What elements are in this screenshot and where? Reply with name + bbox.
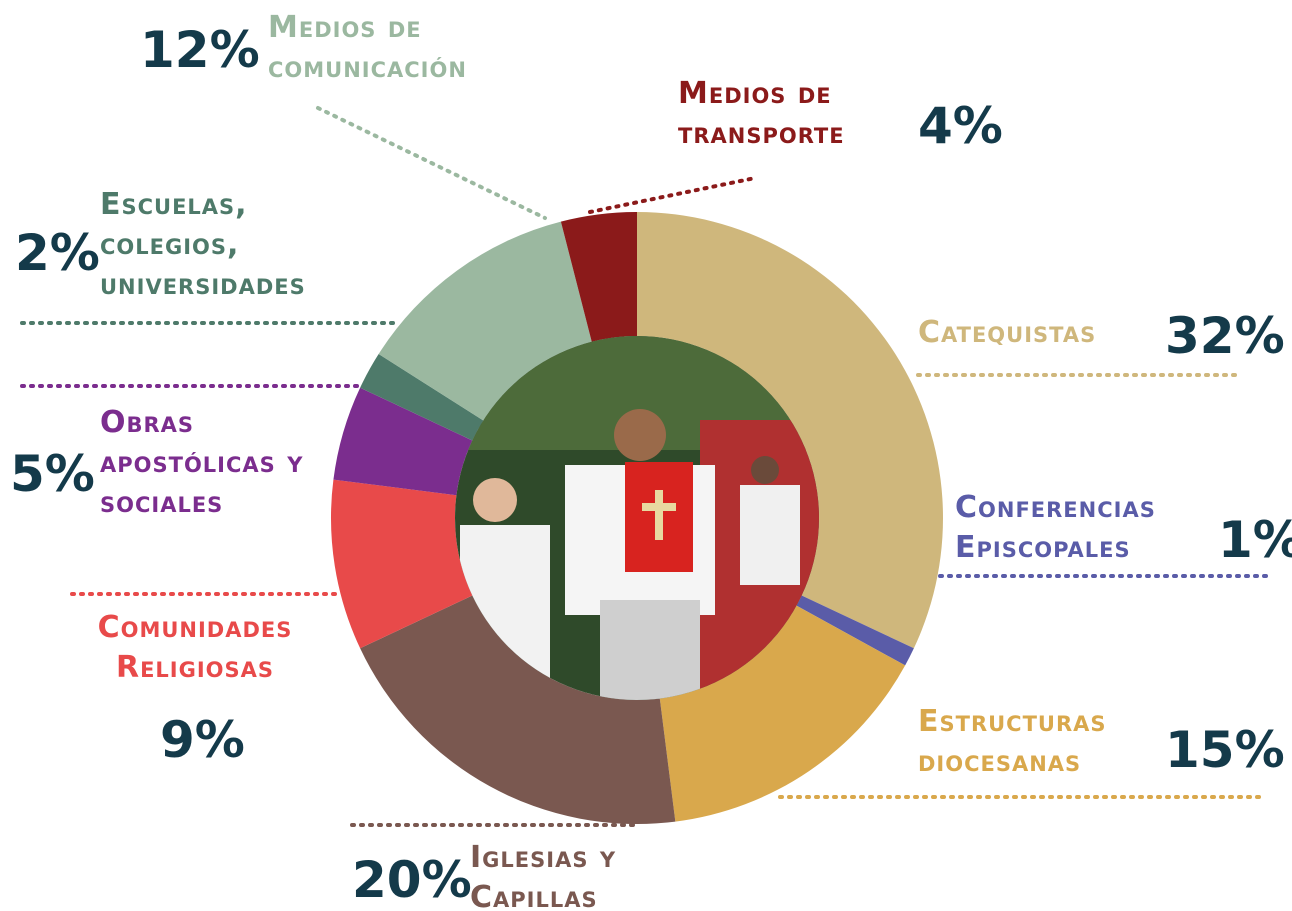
value-label: 9% [160, 711, 245, 769]
value-label: 15% [1165, 721, 1285, 779]
value-label: 32% [1165, 307, 1285, 365]
donut-slice [659, 605, 906, 822]
donut-slice [637, 212, 943, 649]
slice-label: Catequistas [918, 315, 1097, 350]
donut-slice [378, 221, 592, 421]
donut-slice [360, 354, 484, 441]
slice-label: Obras apostólicas y sociales [100, 405, 304, 520]
value-label: 2% [15, 224, 100, 282]
value-label: 12% [140, 21, 260, 79]
value-label: 5% [10, 445, 95, 503]
slice-label: Comunidades Religiosas [97, 610, 293, 685]
slice-label: Conferencias Episcopales [955, 490, 1156, 565]
donut-slice [333, 387, 473, 496]
value-label: 4% [918, 97, 1003, 155]
donut-slice [360, 595, 676, 824]
slice-label: Medios de transporte [678, 76, 845, 151]
donut-slice [796, 595, 914, 666]
dotted-lines [20, 106, 1274, 827]
value-label: 20% [352, 851, 472, 909]
slice-label: Estructuras diocesanas [918, 704, 1107, 779]
value-label: 1% [1218, 511, 1292, 569]
donut-slice [331, 479, 473, 649]
slice-label: Iglesias y Capillas [470, 840, 617, 911]
donut-slice [560, 212, 637, 342]
slice-label: Escuelas, colegios, universidades [100, 187, 306, 302]
slice-label: Medios de comunicación [268, 10, 467, 85]
